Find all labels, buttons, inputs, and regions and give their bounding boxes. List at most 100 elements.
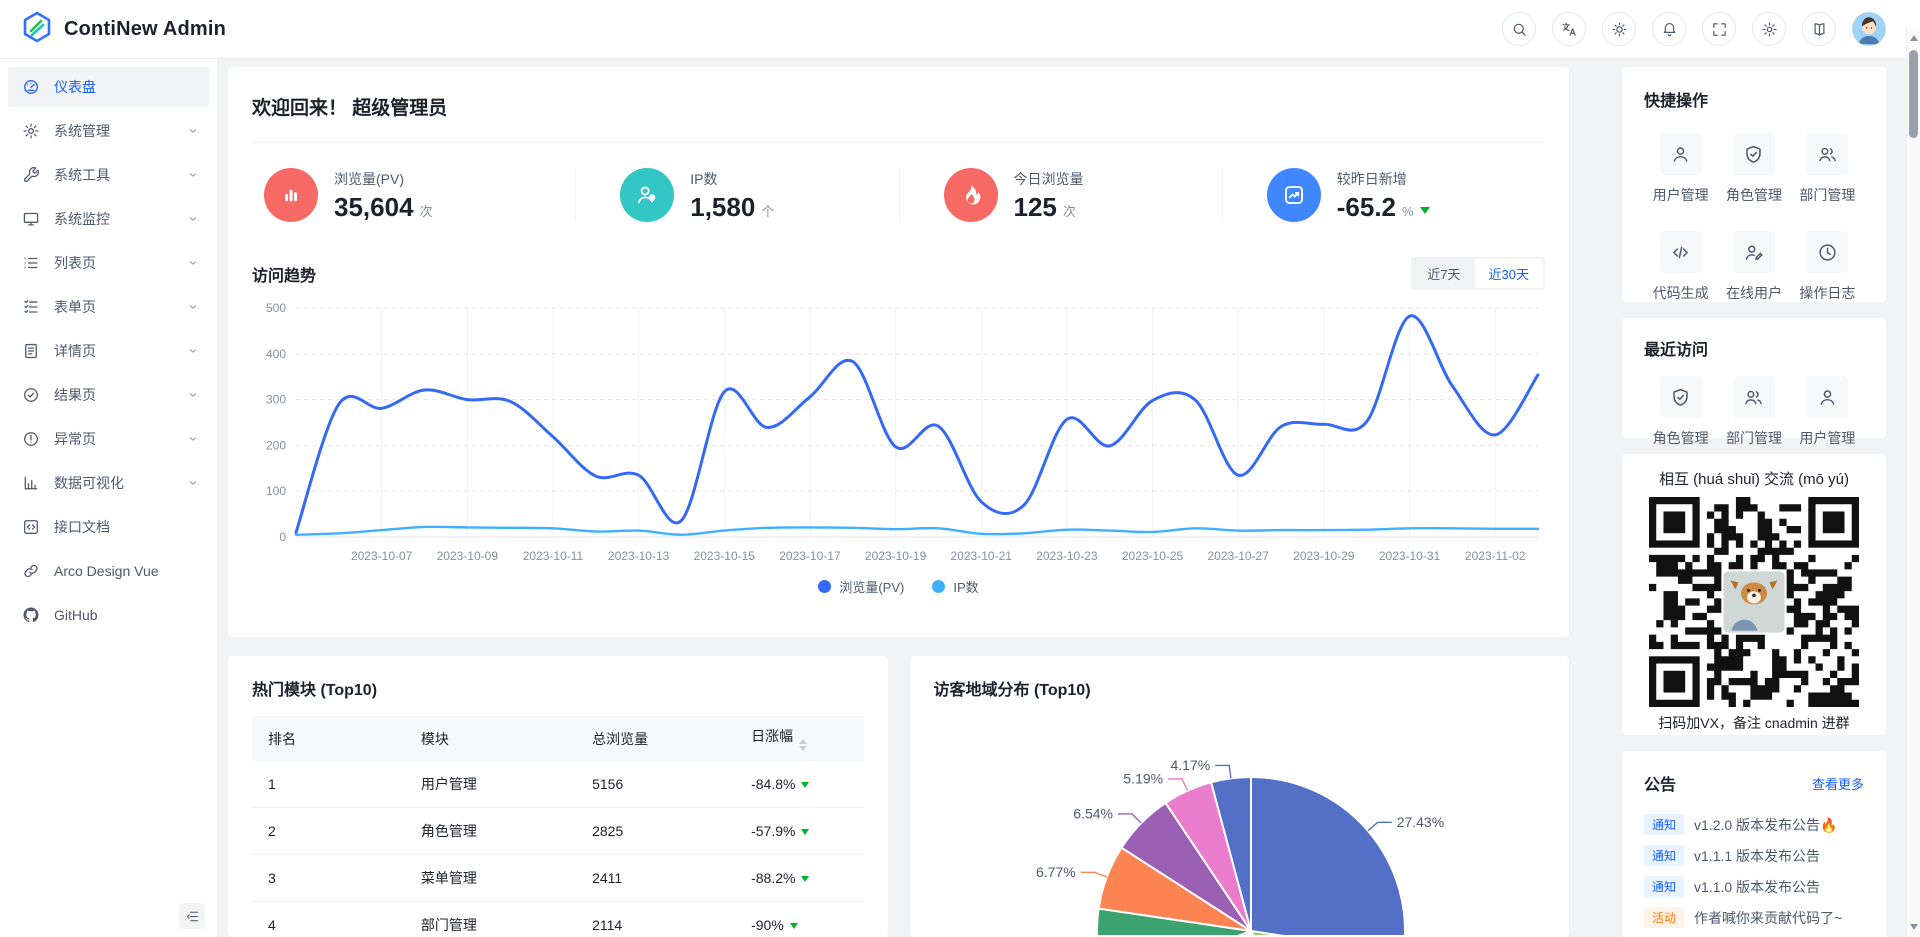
stat-value: -65.2 — [1336, 192, 1397, 222]
sidebar-item-system-tools[interactable]: 系统工具 — [8, 155, 209, 195]
sidebar-collapse-button[interactable] — [179, 903, 205, 929]
main-content: 欢迎回来！ 超级管理员 浏览量(PV) 35,604 次 IP数 1,580 个 今日浏览量… — [218, 59, 1920, 937]
hot-modules-card: 热门模块 (Top10) 排名 模块 总浏览量 日涨幅 1 用户管理 5156 -84.8%… — [228, 656, 888, 937]
search-button[interactable] — [1502, 12, 1536, 46]
sidebar-item-exception-page[interactable]: 异常页 — [8, 419, 209, 459]
quick-action-代码生成[interactable]: 代码生成 — [1644, 231, 1717, 303]
announcement-item[interactable]: 通知 v1.2.0 版本发布公告🔥 — [1644, 809, 1864, 840]
page-scrollbar — [1906, 28, 1920, 937]
sidebar-item-github[interactable]: GitHub — [8, 595, 209, 635]
range-option-近30天[interactable]: 近30天 — [1474, 259, 1543, 288]
announcement-tag: 通知 — [1644, 814, 1685, 835]
quick-action-在线用户[interactable]: 在线用户 — [1717, 231, 1790, 303]
stat-label: 浏览量(PV) — [334, 171, 404, 187]
stat-label: IP数 — [690, 171, 718, 187]
chevron-down-icon — [187, 257, 199, 269]
stat-suffix: % — [1402, 204, 1414, 219]
announcement-item[interactable]: 活动作者喊你来提需求了~ — [1644, 933, 1864, 937]
sidebar-item-label: GitHub — [54, 607, 98, 623]
stat-card-0: 浏览量(PV) 35,604 次 — [252, 168, 575, 222]
range-option-近7天[interactable]: 近7天 — [1427, 267, 1461, 282]
bell-button[interactable] — [1652, 12, 1686, 46]
header-actions — [1502, 12, 1886, 46]
view-more-link[interactable]: 查看更多 — [1811, 776, 1864, 792]
history-icon — [1806, 231, 1849, 273]
hot-modules-title: 热门模块 (Top10) — [252, 682, 378, 699]
fullscreen-icon — [1711, 21, 1728, 38]
svg-text:2023-10-27: 2023-10-27 — [1208, 549, 1270, 563]
cell-module: 用户管理 — [404, 761, 577, 808]
sidebar-item-system-monitor[interactable]: 系统监控 — [8, 199, 209, 239]
ip-user-icon — [620, 168, 675, 222]
announcement-item[interactable]: 通知 v1.1.1 版本发布公告 — [1644, 840, 1864, 871]
column-header-label: 日涨幅 — [751, 728, 794, 744]
table-row: 3 菜单管理 2411 -88.2% — [252, 854, 864, 902]
sidebar-item-form-page[interactable]: 表单页 — [8, 287, 209, 327]
link-icon — [22, 562, 40, 580]
result-icon — [22, 386, 40, 404]
docs-book-button[interactable] — [1802, 12, 1836, 46]
announcement-tag: 通知 — [1644, 845, 1685, 866]
quick-action-操作日志[interactable]: 操作日志 — [1791, 231, 1864, 303]
sidebar-item-system-mgmt[interactable]: 系统管理 — [8, 111, 209, 151]
quick-actions-title: 快捷操作 — [1644, 93, 1709, 110]
sidebar-item-detail-page[interactable]: 详情页 — [8, 331, 209, 371]
fire-icon — [943, 168, 998, 222]
code-icon — [1659, 231, 1702, 273]
chevron-down-icon — [187, 477, 199, 489]
legend-item-IP数[interactable]: IP数 — [932, 577, 979, 596]
stat-value: 35,604 — [334, 192, 414, 222]
recent-visit-部门管理[interactable]: 部门管理 — [1717, 376, 1790, 448]
scrollbar-thumb[interactable] — [1909, 50, 1918, 138]
sidebar-item-label: 数据可视化 — [54, 475, 124, 491]
action-label: 在线用户 — [1725, 285, 1782, 301]
svg-text:5.19%: 5.19% — [1123, 770, 1163, 786]
translate-button[interactable] — [1552, 12, 1586, 46]
action-label: 角色管理 — [1652, 430, 1709, 446]
action-label: 代码生成 — [1652, 285, 1709, 301]
recent-visit-角色管理[interactable]: 角色管理 — [1644, 376, 1717, 448]
exception-icon — [22, 430, 40, 448]
quick-action-角色管理[interactable]: 角色管理 — [1717, 133, 1790, 205]
cell-views: 2825 — [576, 807, 736, 855]
scrollbar-up-arrow[interactable] — [1907, 30, 1920, 46]
quick-action-用户管理[interactable]: 用户管理 — [1644, 133, 1717, 205]
chevron-down-icon — [187, 301, 199, 313]
sidebar-item-api-doc[interactable]: 接口文档 — [8, 507, 209, 547]
table-row: 1 用户管理 5156 -84.8% — [252, 761, 864, 808]
column-header-日涨幅[interactable]: 日涨幅 — [735, 716, 864, 761]
sidebar-item-label: 异常页 — [54, 431, 96, 447]
fullscreen-button[interactable] — [1702, 12, 1736, 46]
sidebar-item-data-viz[interactable]: 数据可视化 — [8, 463, 209, 503]
svg-text:2023-10-15: 2023-10-15 — [694, 549, 756, 563]
cell-change: -88.2% — [735, 854, 864, 902]
svg-text:27.43%: 27.43% — [1396, 814, 1443, 830]
announcement-item[interactable]: 活动 作者喊你来贡献代码了~ — [1644, 902, 1864, 933]
legend-item-浏览量(PV)[interactable]: 浏览量(PV) — [818, 577, 904, 596]
sidebar-item-dashboard[interactable]: 仪表盘 — [8, 67, 209, 107]
action-label: 部门管理 — [1725, 430, 1782, 446]
theme-sun-button[interactable] — [1602, 12, 1636, 46]
sidebar-item-list-page[interactable]: 列表页 — [8, 243, 209, 283]
caret-down-icon — [801, 876, 810, 882]
user-avatar[interactable] — [1852, 12, 1886, 46]
docs-book-icon — [1811, 21, 1828, 38]
trend-chart-title: 访问趋势 — [252, 267, 317, 285]
top-bar: ContiNew Admin — [0, 0, 1920, 59]
quick-actions-card: 快捷操作 用户管理 角色管理 部门管理代码生成 在线用户 操作日志 — [1622, 67, 1886, 302]
region-pie-card: 访客地域分布 (Top10) 27.43% 6.77% 6.54% 5.19% 4.17… — [909, 656, 1569, 937]
table-row: 2 角色管理 2825 -57.9% — [252, 807, 864, 855]
sidebar-item-arco-design-vue[interactable]: Arco Design Vue — [8, 551, 209, 591]
svg-text:2023-11-02: 2023-11-02 — [1465, 549, 1526, 563]
sidebar-item-label: 详情页 — [54, 343, 96, 359]
sidebar-item-result-page[interactable]: 结果页 — [8, 375, 209, 415]
cell-rank: 1 — [252, 761, 405, 808]
settings-button[interactable] — [1752, 12, 1786, 46]
recent-visit-用户管理[interactable]: 用户管理 — [1791, 376, 1864, 448]
svg-text:300: 300 — [266, 393, 286, 407]
announcement-item[interactable]: 通知 v1.1.0 版本发布公告 — [1644, 871, 1864, 902]
scrollbar-down-arrow[interactable] — [1907, 919, 1920, 935]
quick-action-部门管理[interactable]: 部门管理 — [1791, 133, 1864, 205]
sorter-icon[interactable] — [799, 739, 808, 751]
